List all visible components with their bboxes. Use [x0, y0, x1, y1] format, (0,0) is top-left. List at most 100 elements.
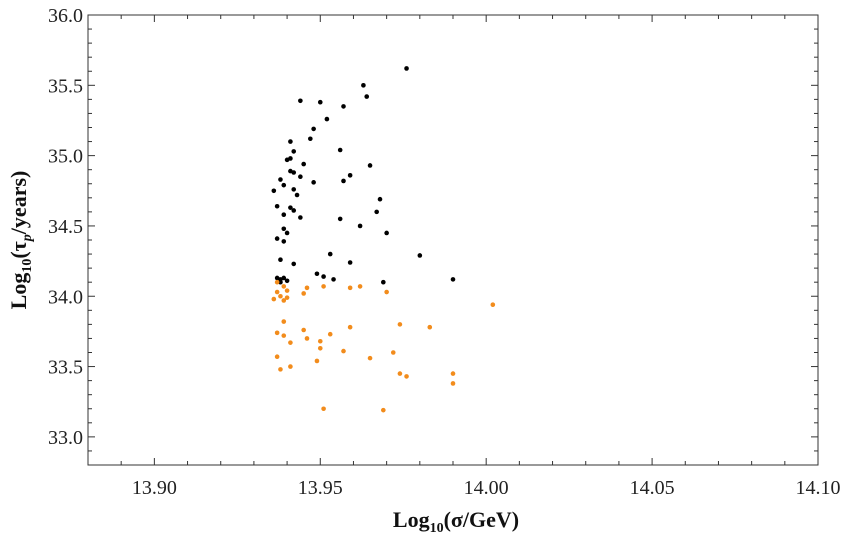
orange-data-point [397, 371, 403, 376]
orange-data-point [284, 288, 290, 293]
orange-data-point [404, 374, 409, 379]
black-data-point [281, 239, 287, 244]
x-tick-label: 14.05 [630, 477, 675, 499]
black-data-point [291, 208, 297, 213]
y-tick-label: 35.0 [48, 146, 83, 168]
orange-data-point [321, 284, 326, 289]
orange-data-point [321, 406, 326, 412]
black-data-point [367, 163, 373, 168]
black-data-point [278, 177, 283, 182]
orange-data-point [288, 364, 293, 369]
black-data-point [347, 260, 353, 265]
black-data-point [311, 126, 316, 132]
orange-data-point [301, 327, 306, 333]
y-tick-label: 33.0 [48, 427, 83, 449]
black-data-point [321, 274, 326, 279]
y-axis-label-body-post: /years) [6, 171, 31, 236]
black-data-point [294, 192, 300, 198]
black-data-point [417, 253, 423, 258]
orange-data-point [278, 367, 283, 372]
black-data-point [281, 212, 287, 217]
black-data-point [331, 277, 336, 282]
orange-data-point [490, 302, 496, 307]
y-tick-label: 35.5 [48, 75, 83, 97]
orange-data-point [304, 336, 310, 341]
orange-data-point [281, 319, 287, 324]
orange-data-point [450, 371, 456, 376]
black-data-point [291, 170, 297, 175]
orange-data-point [271, 296, 277, 302]
black-data-point [288, 205, 293, 210]
y-tick-label: 36.0 [48, 5, 83, 27]
black-data-point [381, 279, 386, 285]
x-axis-label-prefix: Log [393, 507, 430, 532]
y-axis-label-prefix: Log [6, 273, 31, 310]
axis-ticks: 13.90 13.95 14.00 14.05 14.10 33.0 33.5 34.0 34.… [48, 5, 841, 499]
black-data-point [291, 187, 297, 192]
orange-data-point [274, 354, 280, 360]
black-data-point [278, 257, 283, 262]
orange-data-point [314, 358, 320, 364]
y-axis-label-body-pre: (τ [6, 241, 31, 258]
black-data-point [284, 230, 290, 236]
x-axis-label-body: (σ/GeV) [444, 507, 520, 532]
black-data-point [384, 230, 389, 236]
black-data-point [298, 98, 303, 104]
black-data-point [324, 116, 330, 122]
black-data-point [361, 83, 366, 88]
black-data-point [274, 236, 280, 241]
orange-data-point [281, 333, 287, 338]
black-data-point [281, 182, 287, 188]
orange-data-point [274, 330, 280, 336]
black-data-point [357, 223, 363, 229]
black-data-point [291, 261, 297, 267]
black-data-point [311, 180, 316, 185]
black-data-point [347, 173, 353, 178]
plot-frame [87, 14, 819, 466]
black-data-point [271, 188, 277, 194]
black-data-point [337, 147, 343, 153]
orange-data-point [384, 289, 389, 295]
black-data-point [450, 277, 456, 282]
black-data-point [327, 251, 333, 257]
orange-data-point [288, 340, 293, 345]
x-tick-label: 13.95 [298, 477, 343, 499]
orange-data-point [347, 285, 353, 291]
black-data-point [404, 66, 409, 71]
black-data-point [301, 161, 306, 167]
orange-data-point [278, 293, 283, 299]
orange-data-point [347, 324, 353, 330]
y-axis-label-body-sub: p [20, 234, 35, 242]
black-data-point [337, 216, 343, 222]
black-data-point [308, 136, 313, 142]
black-data-point [374, 209, 379, 215]
orange-data-point [317, 345, 323, 351]
y-axis-label: Log10(τp/years) [6, 171, 35, 310]
orange-data-point [327, 331, 333, 337]
orange-data-point [281, 284, 287, 289]
black-data-point [284, 157, 290, 163]
y-tick-label: 34.5 [48, 216, 83, 238]
y-tick-label: 34.0 [48, 286, 83, 308]
y-tick-label: 33.5 [48, 357, 83, 379]
orange-data-point [381, 407, 386, 413]
orange-data-point [390, 350, 396, 355]
black-data-point [341, 104, 346, 109]
data-points [271, 66, 496, 413]
black-data-point [298, 215, 303, 220]
black-data-point [377, 196, 383, 202]
x-tick-label: 14.00 [464, 477, 509, 499]
x-tick-label: 14.10 [796, 477, 841, 499]
orange-data-point [367, 355, 373, 361]
x-axis-label: Log10(σ/GeV) [393, 507, 519, 536]
orange-data-point [284, 295, 290, 300]
black-data-point [317, 99, 323, 105]
orange-data-point [304, 285, 310, 291]
black-data-point [274, 203, 280, 209]
black-data-point [291, 149, 297, 154]
orange-data-point [357, 284, 363, 289]
black-data-point [341, 178, 346, 184]
black-data-point [298, 174, 303, 180]
orange-data-point [341, 348, 346, 354]
